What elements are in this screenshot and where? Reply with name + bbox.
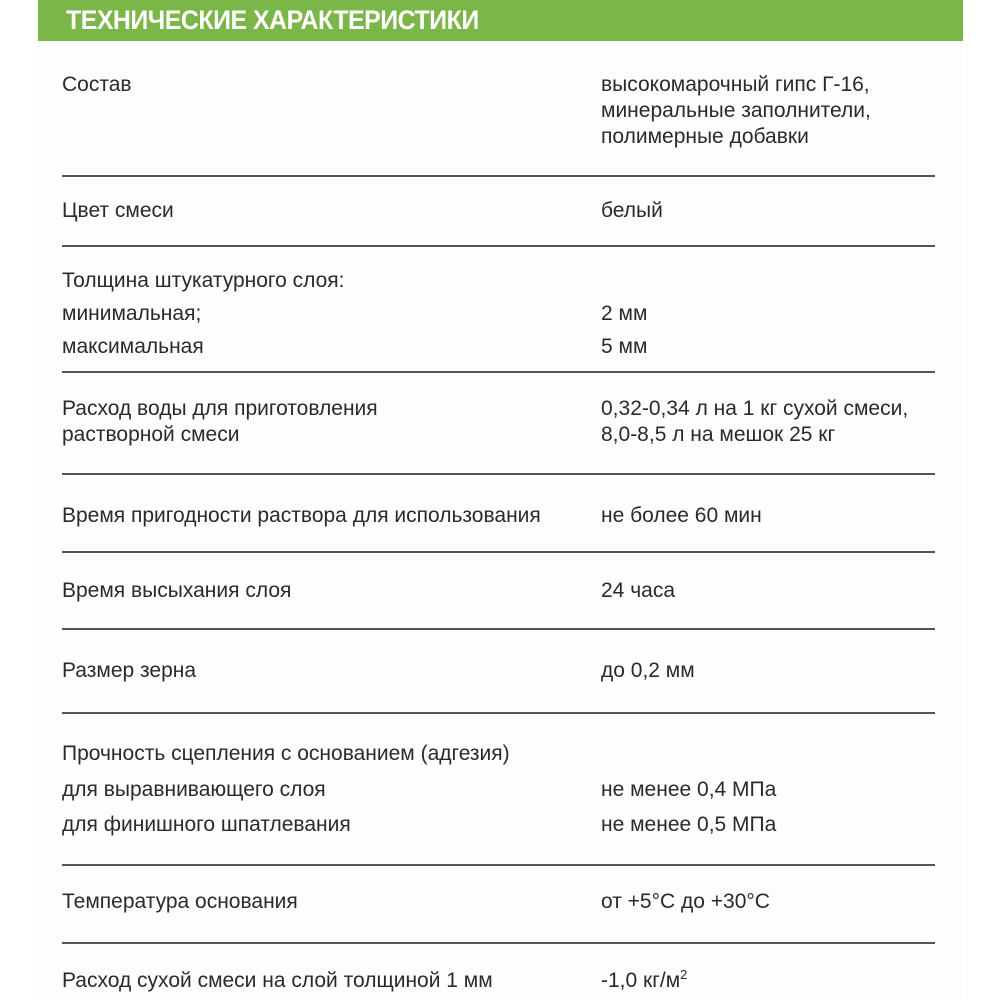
label-line: для финишного шпатлевания [62, 813, 351, 836]
row-divider [62, 473, 935, 475]
value-line: не менее 0,4 МПа [601, 778, 777, 801]
value-line: полимерные добавки [601, 125, 809, 148]
value-line: минеральные заполнители, [601, 99, 871, 122]
row-divider [62, 371, 935, 373]
value-line: от +5°С до +30°С [601, 890, 770, 913]
superscript: 2 [680, 967, 688, 982]
row-divider [62, 864, 935, 866]
label-line: минимальная; [62, 302, 202, 325]
row-divider [62, 175, 935, 177]
value-line: до 0,2 мм [601, 659, 695, 682]
row-divider [62, 551, 935, 553]
label-line: растворной смеси [62, 423, 240, 446]
label-line: Состав [62, 73, 132, 96]
label-line: максимальная [62, 335, 204, 358]
label-line: Время высыхания слоя [62, 579, 292, 602]
value-line: не более 60 мин [601, 504, 762, 527]
value-line: 24 часа [601, 579, 675, 602]
section-header [38, 0, 963, 41]
value-line: не менее 0,5 МПа [601, 813, 777, 836]
row-divider [62, 628, 935, 630]
label-line: для выравнивающего слоя [62, 778, 326, 801]
value-line: 2 мм [601, 302, 648, 325]
label-line: Размер зерна [62, 659, 197, 682]
value-line: высокомарочный гипс Г-16, [601, 73, 870, 96]
label-line: Цвет смеси [62, 199, 174, 222]
row-divider [62, 712, 935, 714]
label-line: Время пригодности раствора для использов… [62, 504, 541, 527]
row-divider [62, 942, 935, 944]
value-line: 0,32-0,34 л на 1 кг сухой смеси, [601, 397, 909, 420]
value-line: 8,0-8,5 л на мешок 25 кг [601, 423, 836, 446]
label-line: Расход воды для приготовления [62, 397, 378, 420]
section-title: ТЕХНИЧЕСКИЕ ХАРАКТЕРИСТИКИ [66, 5, 479, 35]
label-line: Расход сухой смеси на слой толщиной 1 мм [62, 969, 493, 992]
row-divider [62, 245, 935, 247]
label-line: Прочность сцепления с основанием (адгези… [62, 742, 510, 765]
spec-panel [38, 0, 963, 1000]
label-line: Толщина штукатурного слоя: [62, 269, 345, 292]
value-line: -1,0 кг/м2 [601, 967, 688, 992]
value-line: белый [601, 199, 663, 222]
label-line: Температура основания [62, 890, 298, 913]
value-line: 5 мм [601, 335, 648, 358]
